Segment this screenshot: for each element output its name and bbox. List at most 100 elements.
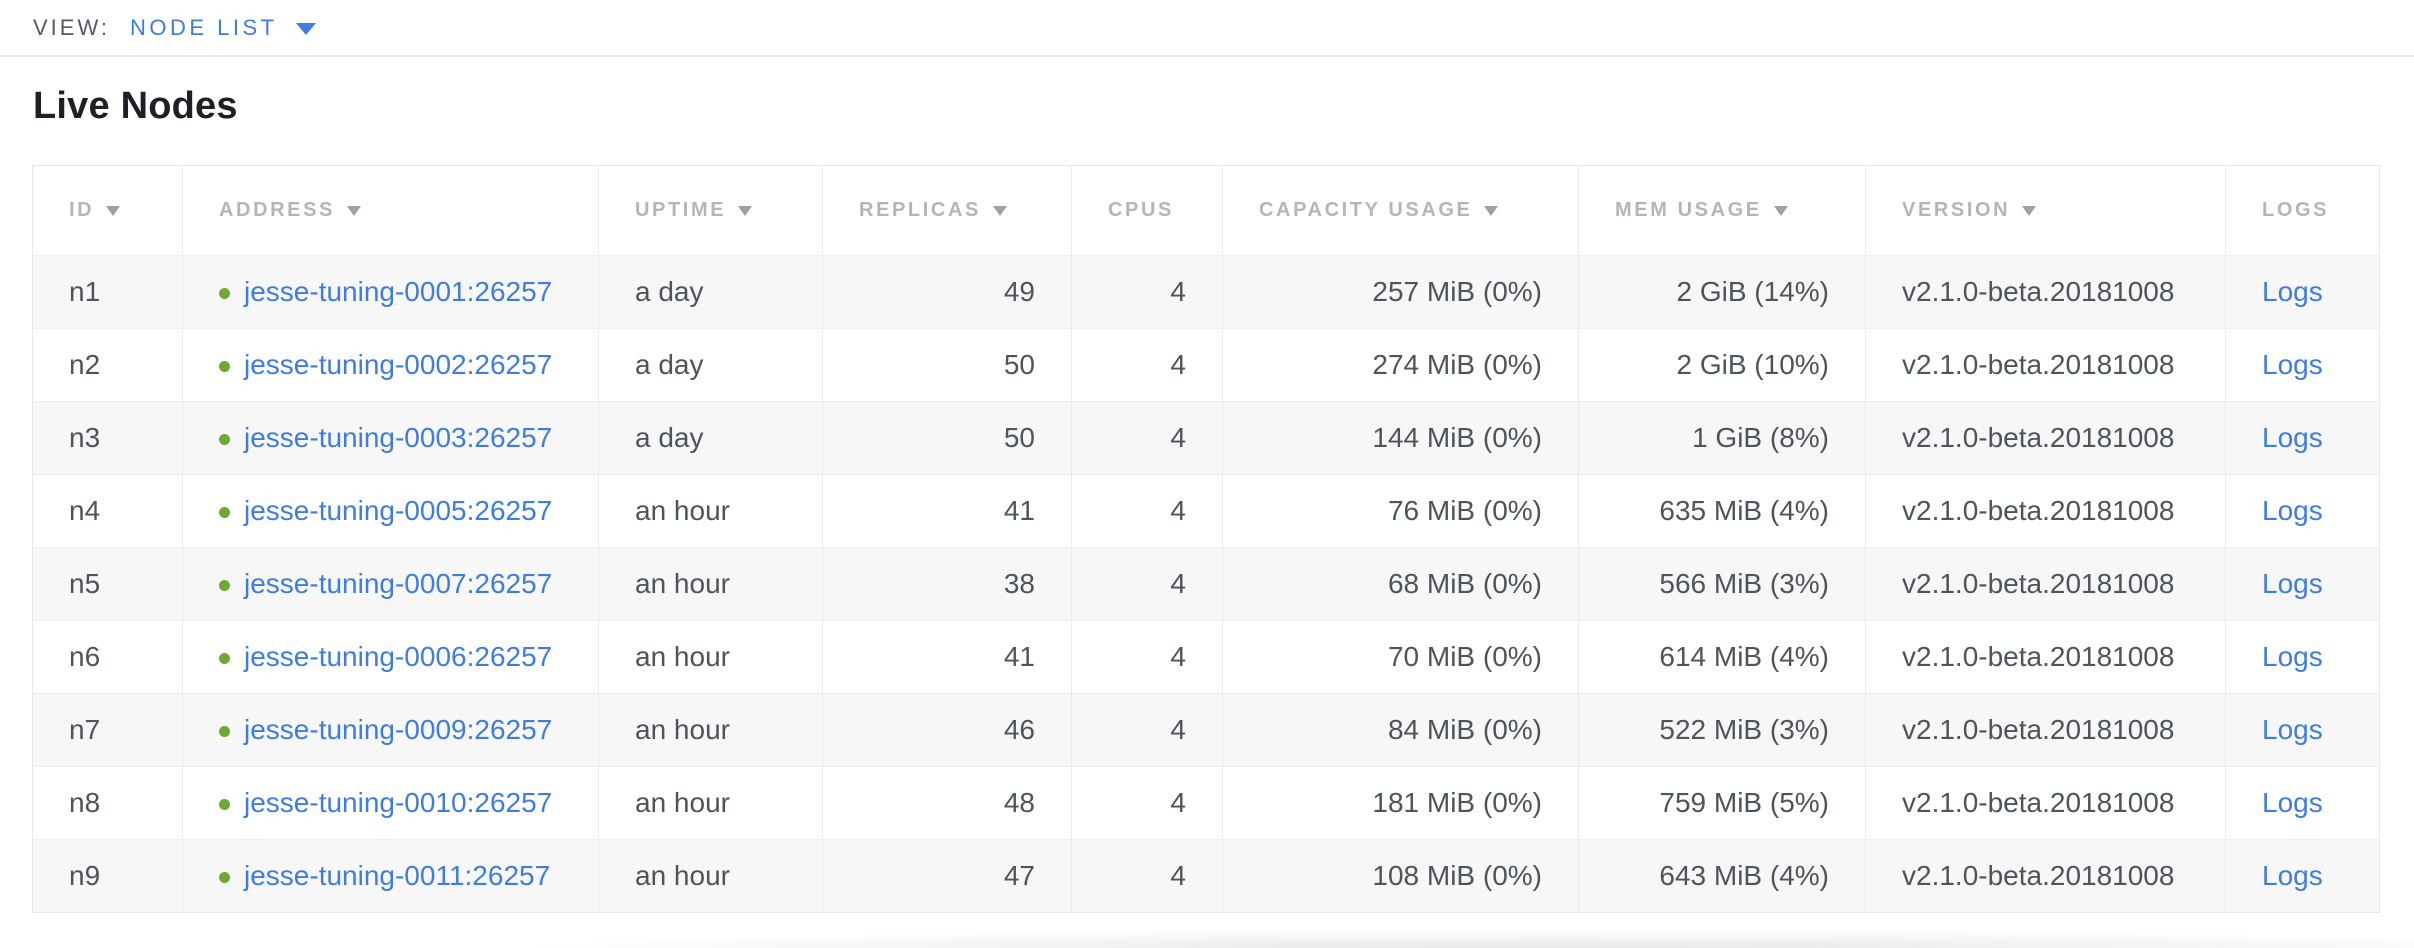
logs-link[interactable]: Logs (2262, 495, 2323, 526)
cell-cpus: 4 (1071, 328, 1223, 402)
cell-cpus: 4 (1071, 401, 1223, 475)
table-header-row: ID ADDRESS UPTIME REPLICAS CPUS CAPACITY USAG… (32, 165, 2380, 256)
cell-address: jesse-tuning-0009:26257 (182, 693, 599, 767)
node-address-link[interactable]: jesse-tuning-0001:26257 (244, 276, 553, 307)
cell-uptime: an hour (598, 766, 823, 840)
node-healthy-status-icon (219, 288, 230, 299)
column-header-uptime[interactable]: UPTIME (598, 165, 823, 256)
cell-mem: 522 MiB (3%) (1578, 693, 1866, 767)
sort-desc-arrow-icon (1773, 206, 1788, 216)
live-nodes-section: Live Nodes ID ADDRESS UPTIME REPLICAS CPUS CA… (0, 83, 2414, 913)
cell-capacity: 70 MiB (0%) (1222, 620, 1579, 694)
column-header-replicas[interactable]: REPLICAS (822, 165, 1072, 256)
cell-uptime: a day (598, 255, 823, 329)
cell-capacity: 76 MiB (0%) (1222, 474, 1579, 548)
cell-logs: Logs (2225, 401, 2380, 475)
cell-capacity: 257 MiB (0%) (1222, 255, 1579, 329)
node-healthy-status-icon (219, 580, 230, 591)
cell-id: n2 (69, 349, 101, 380)
column-header-label: VERSION (1902, 199, 2011, 221)
view-bar: VIEW: NODE LIST (0, 0, 2414, 57)
column-header-label: REPLICAS (859, 199, 981, 221)
logs-link[interactable]: Logs (2262, 349, 2323, 380)
cell-cpus: 4 (1071, 839, 1223, 913)
table-row: n3 jesse-tuning-0003:26257 a day 50 4 144 MiB… (32, 401, 2380, 475)
column-header-label: UPTIME (635, 199, 727, 221)
node-healthy-status-icon (219, 799, 230, 810)
cell-id: n1 (69, 276, 101, 307)
column-header-capacity[interactable]: CAPACITY USAGE (1222, 165, 1579, 256)
logs-link[interactable]: Logs (2262, 422, 2323, 453)
table-row: n8 jesse-tuning-0010:26257 an hour 48 4 181 M… (32, 766, 2380, 840)
node-address-link[interactable]: jesse-tuning-0010:26257 (244, 787, 553, 818)
cell-replicas: 38 (822, 547, 1072, 621)
column-header-mem[interactable]: MEM USAGE (1578, 165, 1866, 256)
view-selected-value: NODE LIST (129, 14, 278, 40)
cell-mem: 1 GiB (8%) (1578, 401, 1866, 475)
cell-version: v2.1.0-beta.20181008 (1865, 839, 2226, 913)
cell-logs: Logs (2225, 620, 2380, 694)
cell-uptime: an hour (598, 547, 823, 621)
column-header-version[interactable]: VERSION (1865, 165, 2226, 256)
logs-link[interactable]: Logs (2262, 568, 2323, 599)
cell-mem: 2 GiB (10%) (1578, 328, 1866, 402)
cell-id: n8 (69, 787, 101, 818)
logs-link[interactable]: Logs (2262, 641, 2323, 672)
cell-id: n4 (69, 495, 101, 526)
logs-link[interactable]: Logs (2262, 787, 2323, 818)
below-fold-shadow (510, 929, 2414, 948)
node-address-link[interactable]: jesse-tuning-0007:26257 (244, 568, 553, 599)
sort-desc-arrow-icon (347, 206, 361, 216)
node-address-link[interactable]: jesse-tuning-0009:26257 (244, 714, 553, 745)
cell-cpus: 4 (1071, 766, 1223, 840)
sort-desc-arrow-icon (2022, 206, 2037, 216)
cell-version: v2.1.0-beta.20181008 (1865, 328, 2226, 402)
sort-desc-arrow-icon (738, 206, 753, 216)
table-row: n2 jesse-tuning-0002:26257 a day 50 4 274 MiB… (32, 328, 2380, 402)
cell-uptime: an hour (598, 693, 823, 767)
node-address-link[interactable]: jesse-tuning-0003:26257 (244, 422, 553, 453)
cell-capacity: 84 MiB (0%) (1222, 693, 1579, 767)
cell-address: jesse-tuning-0011:26257 (182, 839, 599, 913)
sort-desc-arrow-icon (1484, 206, 1499, 216)
logs-link[interactable]: Logs (2262, 860, 2323, 891)
view-selector-dropdown[interactable]: NODE LIST (130, 15, 316, 41)
cell-capacity: 274 MiB (0%) (1222, 328, 1579, 402)
cell-version: v2.1.0-beta.20181008 (1865, 766, 2226, 840)
table-row: n7 jesse-tuning-0009:26257 an hour 46 4 84 Mi… (32, 693, 2380, 767)
node-address-link[interactable]: jesse-tuning-0011:26257 (244, 860, 551, 891)
column-header-address[interactable]: ADDRESS (182, 165, 599, 256)
cell-address: jesse-tuning-0010:26257 (182, 766, 599, 840)
logs-link[interactable]: Logs (2262, 276, 2323, 307)
cell-logs: Logs (2225, 766, 2380, 840)
cell-version: v2.1.0-beta.20181008 (1865, 255, 2226, 329)
sort-desc-arrow-icon (992, 206, 1007, 216)
node-healthy-status-icon (219, 361, 230, 372)
logs-link[interactable]: Logs (2262, 714, 2323, 745)
column-header-id[interactable]: ID (32, 165, 183, 256)
cell-cpus: 4 (1071, 547, 1223, 621)
view-label: VIEW: (33, 14, 110, 40)
node-address-link[interactable]: jesse-tuning-0005:26257 (244, 495, 553, 526)
column-header-label: CPUS (1108, 199, 1174, 221)
cell-id: n9 (69, 860, 101, 891)
cell-replicas: 47 (822, 839, 1072, 913)
table-row: n9 jesse-tuning-0011:26257 an hour 47 4 108 M… (32, 839, 2380, 913)
cell-replicas: 41 (822, 474, 1072, 548)
cell-uptime: an hour (598, 474, 823, 548)
cell-version: v2.1.0-beta.20181008 (1865, 620, 2226, 694)
cell-replicas: 50 (822, 328, 1072, 402)
table-row: n1 jesse-tuning-0001:26257 a day 49 4 257 MiB… (32, 255, 2380, 329)
node-address-link[interactable]: jesse-tuning-0006:26257 (244, 641, 553, 672)
table-row: n5 jesse-tuning-0007:26257 an hour 38 4 68 Mi… (32, 547, 2380, 621)
cell-uptime: an hour (598, 839, 823, 913)
cell-version: v2.1.0-beta.20181008 (1865, 401, 2226, 475)
cell-version: v2.1.0-beta.20181008 (1865, 547, 2226, 621)
cell-logs: Logs (2225, 328, 2380, 402)
column-header-label: ADDRESS (219, 199, 335, 221)
node-address-link[interactable]: jesse-tuning-0002:26257 (244, 349, 553, 380)
cell-address: jesse-tuning-0003:26257 (182, 401, 599, 475)
cell-id: n3 (69, 422, 101, 453)
cell-version: v2.1.0-beta.20181008 (1865, 474, 2226, 548)
